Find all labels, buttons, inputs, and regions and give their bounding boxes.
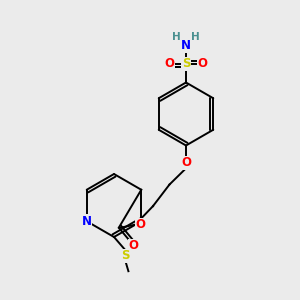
- Text: S: S: [182, 57, 190, 70]
- Text: O: O: [181, 156, 191, 170]
- Text: H: H: [172, 32, 181, 43]
- Text: O: O: [135, 218, 146, 231]
- Text: S: S: [121, 249, 130, 262]
- Text: N: N: [181, 39, 191, 52]
- Text: O: O: [129, 239, 139, 252]
- Text: N: N: [82, 215, 92, 228]
- Text: O: O: [197, 57, 208, 70]
- Text: O: O: [164, 57, 175, 70]
- Text: H: H: [191, 32, 200, 43]
